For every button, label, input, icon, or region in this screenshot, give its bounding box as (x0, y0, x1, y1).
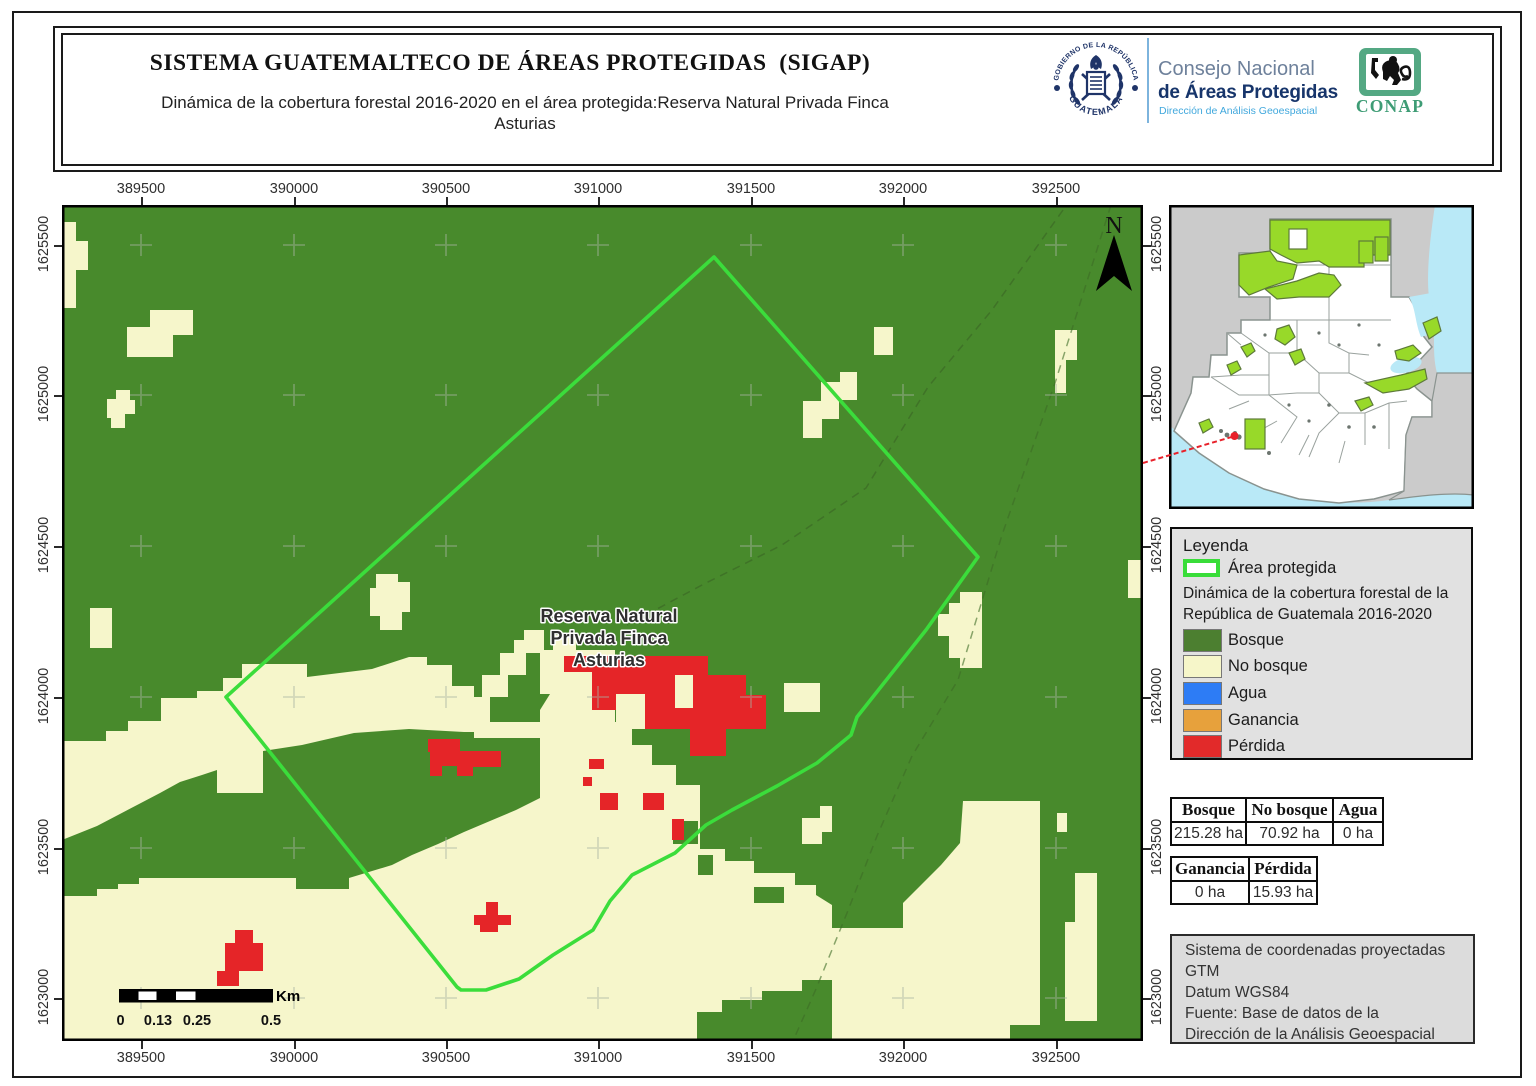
svg-text:Asturias: Asturias (573, 650, 645, 670)
svg-text:0: 0 (116, 1013, 124, 1029)
svg-text:CONAP: CONAP (1356, 96, 1424, 116)
svg-text:Km: Km (276, 988, 300, 1005)
svg-text:Reserva Natural: Reserva Natural (540, 606, 677, 626)
svg-text:Privada Finca: Privada Finca (550, 628, 668, 648)
svg-text:N: N (1105, 213, 1122, 239)
svg-text:0.5: 0.5 (261, 1013, 281, 1029)
svg-text:0.25: 0.25 (183, 1013, 211, 1029)
svg-text:0.13: 0.13 (144, 1013, 172, 1029)
